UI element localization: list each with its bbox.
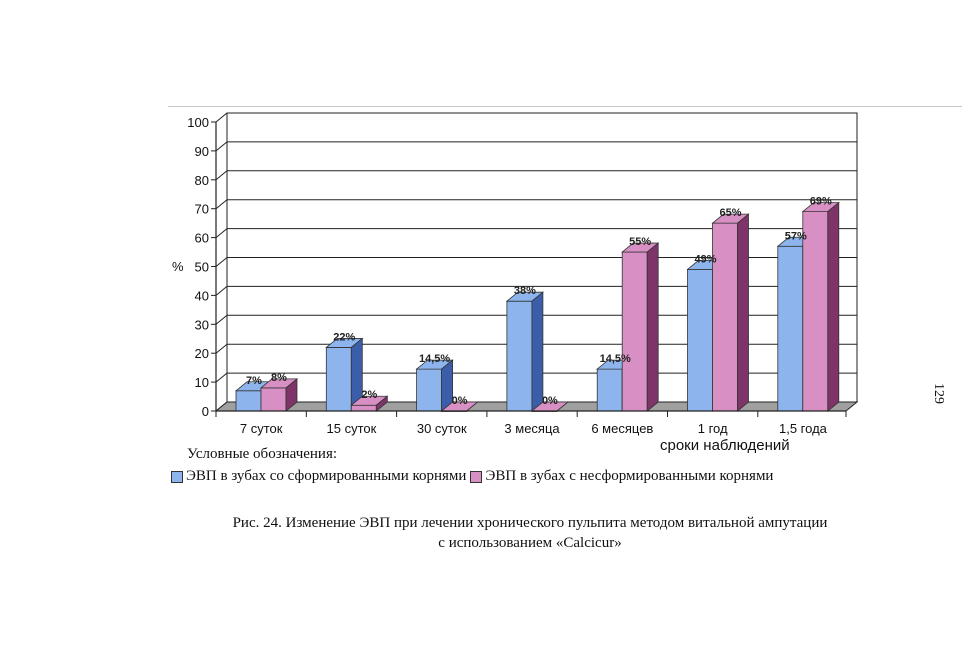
bar-front	[596, 368, 623, 412]
bars	[234, 201, 840, 412]
x-tick-label: 30 суток	[417, 421, 467, 436]
data-label: 55%	[629, 236, 651, 248]
bar-side	[285, 378, 298, 412]
legend-label-unformed: ЭВП в зубах с несформированными корнями	[485, 468, 774, 484]
bar-unformed	[711, 213, 750, 412]
bar-unformed	[350, 395, 389, 412]
gridline-diagonal	[215, 257, 228, 267]
y-tick-label: 80	[195, 173, 209, 188]
bar-formed	[325, 337, 364, 412]
x-tick-label: 1,5 года	[779, 421, 828, 436]
bar-front	[506, 300, 533, 412]
x-tick-label: 3 месяца	[504, 421, 560, 436]
bar-side	[466, 401, 478, 412]
bar-side	[556, 401, 569, 412]
data-label: 0%	[542, 395, 558, 407]
bar-side	[375, 395, 388, 412]
legend-item-unformed: ЭВП в зубах с несформированными корнями	[470, 468, 773, 485]
data-label: 14,5%	[419, 353, 450, 365]
bar-front	[687, 268, 713, 412]
legend: ЭВП в зубах со сформированными корнями Э…	[171, 468, 777, 485]
bar-front	[235, 390, 262, 412]
gridline-diagonal	[215, 314, 228, 325]
page-number: 129	[931, 383, 946, 404]
legend-title: Условные обозначения:	[187, 446, 338, 462]
bar-side	[646, 242, 659, 412]
gridline-diagonal	[215, 343, 228, 354]
y-tick-label: 90	[195, 144, 209, 159]
bar-unformed	[259, 378, 299, 412]
data-label: 38%	[514, 285, 536, 297]
y-tick-label: 70	[195, 202, 209, 217]
data-label: 8%	[271, 372, 287, 384]
bar-front	[712, 222, 738, 412]
figure-caption: Рис. 24. Изменение ЭВП при лечении хрони…	[150, 513, 910, 553]
y-tick-label: 100	[187, 115, 209, 130]
bar-front	[325, 347, 352, 412]
gridline-diagonal	[215, 112, 228, 123]
y-axis-title: %	[172, 259, 184, 274]
y-tick-label: 60	[195, 231, 209, 246]
gridline-diagonal	[215, 286, 228, 296]
bar-front	[777, 245, 804, 412]
legend-item-formed: ЭВП в зубах со сформированными корнями	[171, 468, 466, 485]
bar-formed	[415, 359, 454, 412]
x-tick-label: 1 год	[698, 421, 728, 436]
bar-front	[416, 368, 443, 412]
labels: 0 10 20 30 40 50 60 70 80 90 100% 7 суток 15 суток 30…	[172, 115, 832, 436]
bar-side	[531, 291, 544, 412]
y-tick-label: 30	[195, 317, 209, 332]
header-rule	[168, 106, 962, 107]
data-label: 22%	[333, 331, 355, 343]
bar-front	[621, 251, 648, 412]
axes	[211, 121, 847, 417]
bar-side	[737, 213, 749, 412]
caption-line-1: Рис. 24. Изменение ЭВП при лечении хрони…	[232, 515, 828, 531]
gridline-diagonal	[215, 372, 228, 383]
y-tick-label: 0	[202, 404, 209, 419]
y-tick-label: 40	[195, 288, 209, 303]
bar-formed	[505, 291, 545, 412]
data-label: 2%	[361, 389, 377, 401]
y-tick-label: 10	[195, 375, 209, 390]
caption-line-2: с использованием «Calcicur»	[438, 535, 622, 551]
legend-label-formed: ЭВП в зубах со сформированными корнями	[186, 468, 467, 484]
bar-side	[827, 201, 840, 412]
gridline-diagonal	[215, 199, 228, 210]
data-label: 49%	[694, 253, 716, 265]
x-axis-title: сроки наблюдений	[660, 437, 790, 454]
data-label: 69%	[810, 196, 832, 208]
gridline-diagonal	[215, 170, 228, 181]
y-tick-label: 50	[195, 260, 209, 275]
data-label: 7%	[246, 375, 262, 387]
x-tick-label: 6 месяцев	[591, 421, 653, 436]
y-tick-label: 20	[195, 346, 209, 361]
x-tick-label: 7 суток	[240, 421, 283, 436]
bar-unformed	[801, 201, 840, 412]
data-label: 14,5%	[600, 353, 631, 365]
gridline-diagonal	[215, 228, 228, 238]
bar-front	[350, 404, 377, 412]
data-label: 65%	[719, 207, 741, 219]
x-tick-label: 15 суток	[327, 421, 377, 436]
bar-front	[260, 387, 287, 412]
legend-swatch-unformed	[470, 470, 483, 483]
bar-unformed	[621, 242, 660, 412]
legend-swatch-formed	[171, 470, 183, 483]
data-label: 0%	[452, 395, 468, 407]
gridline-diagonal	[215, 141, 228, 152]
data-label: 57%	[785, 230, 807, 242]
